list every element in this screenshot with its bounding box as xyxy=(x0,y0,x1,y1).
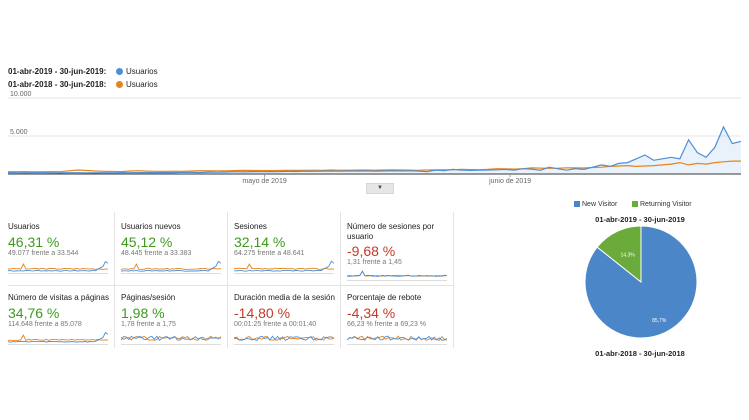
series-line-current xyxy=(7,125,742,174)
metric-label: Duración media de la sesión xyxy=(234,293,335,302)
metric-comparison: 114.648 frente a 85.078 xyxy=(8,321,82,328)
metric-comparison: 1,31 frente a 1,45 xyxy=(347,259,402,266)
metric-sparkline xyxy=(121,335,221,345)
sparkline-current xyxy=(8,261,108,272)
pie-slice-label: 14,3% xyxy=(621,252,636,258)
metric-label: Usuarios xyxy=(8,222,40,231)
metric-comparison: 49.077 frente a 33.544 xyxy=(8,250,79,257)
pie-legend-returning: Returning Visitor xyxy=(632,201,692,208)
legend-previous: 01-abr-2018 - 30-jun-2018: Usuarios xyxy=(8,80,158,89)
legend-swatch xyxy=(574,201,580,207)
metric-card[interactable]: Número de visitas a páginas 34,76 % 114.64… xyxy=(8,293,114,351)
metric-change: 1,98 % xyxy=(121,305,165,321)
metric-sparkline xyxy=(234,335,334,345)
metric-sparkline xyxy=(121,260,221,274)
metric-change: -9,68 % xyxy=(347,243,396,259)
metric-label: Sesiones xyxy=(234,222,267,231)
metric-sparkline xyxy=(347,335,447,345)
sparkline-current xyxy=(121,260,221,272)
metric-comparison: 66,23 % frente a 69,23 % xyxy=(347,321,426,328)
metric-card[interactable]: Usuarios nuevos 45,12 % 48.445 frente a 33… xyxy=(121,222,227,280)
sparkline-previous xyxy=(8,334,108,341)
metric-card[interactable]: Sesiones 32,14 % 64.275 frente a 48.641 xyxy=(234,222,340,280)
metric-label: Usuarios nuevos xyxy=(121,222,181,231)
metric-card[interactable]: Porcentaje de rebote -4,34 % 66,23 % frent… xyxy=(347,293,453,351)
sparkline-current xyxy=(8,331,108,343)
sparkline-previous xyxy=(121,263,221,270)
metric-comparison: 48.445 frente a 33.383 xyxy=(121,250,192,257)
sparkline-previous xyxy=(8,263,108,270)
metric-change: -4,34 % xyxy=(347,305,396,321)
card-separator xyxy=(114,212,115,348)
metric-label: Número de visitas a páginas xyxy=(8,293,109,302)
sparkline-current xyxy=(234,335,334,341)
legend-series-name: Usuarios xyxy=(126,80,158,89)
metric-change: 45,12 % xyxy=(121,234,173,250)
metric-change: -14,80 % xyxy=(234,305,291,321)
y-tick-label: 5.000 xyxy=(10,129,28,136)
legend-label: New Visitor xyxy=(582,201,618,208)
legend-series-name: Usuarios xyxy=(126,67,158,76)
sparkline-current xyxy=(234,260,334,272)
legend-dot xyxy=(116,81,123,88)
metric-sparkline xyxy=(347,270,447,281)
metric-card[interactable]: Número de sesiones por usuario -9,68 % 1,3… xyxy=(347,222,453,281)
metric-label: Páginas/sesión xyxy=(121,293,176,302)
sparkline-current xyxy=(347,270,447,277)
triangle-down-icon: ▼ xyxy=(377,185,383,191)
pie-slice-new-visitor[interactable] xyxy=(584,225,698,339)
pie-title: 01-abr-2019 - 30-jun-2019 xyxy=(595,215,685,224)
metric-sparkline xyxy=(8,261,108,274)
metric-label: Número de sesiones por usuario xyxy=(347,222,435,241)
card-separator xyxy=(227,212,228,348)
metric-sparkline xyxy=(234,260,334,274)
metric-sparkline xyxy=(8,331,108,345)
pie-bottom-title: 01-abr-2018 - 30-jun-2018 xyxy=(595,349,685,358)
legend-label: Returning Visitor xyxy=(640,201,692,208)
metric-change: 34,76 % xyxy=(8,305,60,321)
users-line-chart[interactable]: 10.000 5.000 mayo de 2019 junio de 2019 xyxy=(0,88,749,188)
metric-card[interactable]: Duración media de la sesión -14,80 % 00:01… xyxy=(234,293,340,351)
legend-dot xyxy=(116,68,123,75)
x-tick-label: mayo de 2019 xyxy=(242,178,286,185)
series-line-previous xyxy=(8,160,741,173)
metric-card[interactable]: Usuarios 46,31 % 49.077 frente a 33.544 xyxy=(8,222,114,280)
legend-swatch xyxy=(632,201,638,207)
legend-current: 01-abr-2019 - 30-jun-2019: Usuarios xyxy=(8,67,158,76)
sparkline-previous xyxy=(234,263,334,270)
pie-slice-returning-visitor[interactable] xyxy=(596,225,642,284)
card-separator xyxy=(340,212,341,348)
metric-change: 32,14 % xyxy=(234,234,286,250)
legend-range: 01-abr-2018 - 30-jun-2018: xyxy=(8,80,107,89)
metric-comparison: 00:01:25 frente a 00:01:40 xyxy=(234,321,317,328)
pie-slice-label: 85,7% xyxy=(652,318,667,324)
card-row-separator xyxy=(8,285,453,286)
metric-comparison: 1,78 frente a 1,75 xyxy=(121,321,176,328)
visitor-type-pie-chart[interactable]: 85,7% 14,3% xyxy=(583,224,699,340)
y-tick-label: 10.000 xyxy=(10,91,32,98)
collapse-chart-button[interactable]: ▼ xyxy=(366,183,394,194)
sparkline-current xyxy=(347,335,447,341)
legend-range: 01-abr-2019 - 30-jun-2019: xyxy=(8,67,107,76)
pie-legend-new: New Visitor xyxy=(574,201,617,208)
card-separator xyxy=(453,212,454,348)
series-area-current xyxy=(8,126,741,174)
x-tick-label: junio de 2019 xyxy=(488,178,531,185)
metric-label: Porcentaje de rebote xyxy=(347,293,422,302)
metric-card[interactable]: Páginas/sesión 1,98 % 1,78 frente a 1,75 xyxy=(121,293,227,351)
metric-comparison: 64.275 frente a 48.641 xyxy=(234,250,305,257)
metric-change: 46,31 % xyxy=(8,234,60,250)
sparkline-current xyxy=(121,335,221,341)
